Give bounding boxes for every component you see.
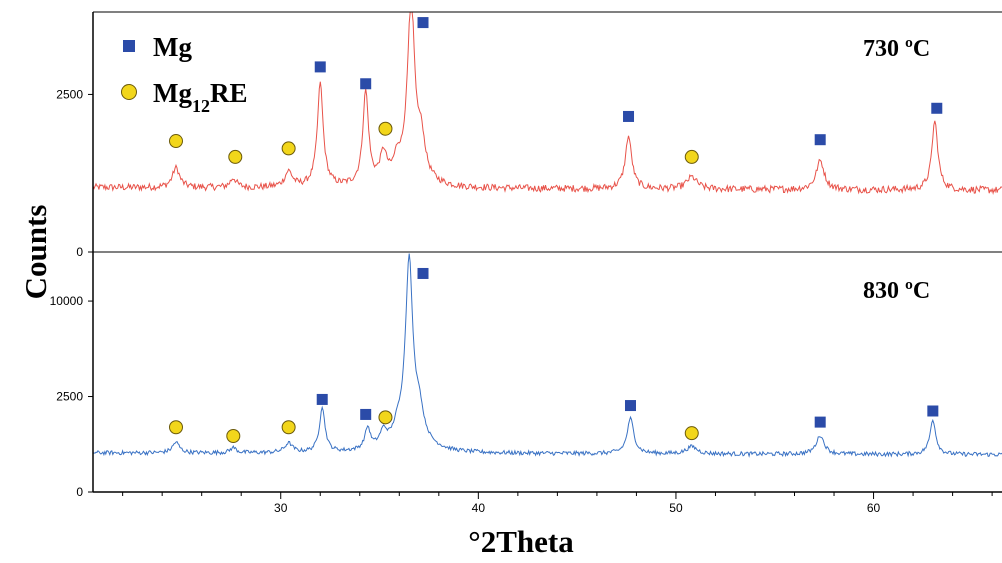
x-axis-title: °2Theta <box>468 524 574 559</box>
mg-marker <box>316 393 328 405</box>
mg-marker <box>360 408 372 420</box>
mg-marker <box>814 134 826 146</box>
x-tick-label: 60 <box>867 501 881 515</box>
mg12re-marker <box>684 149 699 164</box>
legend-label: Mg12RE <box>153 78 248 116</box>
x-tick-label: 40 <box>472 501 486 515</box>
mg-marker <box>931 102 943 114</box>
mg-marker <box>417 17 429 29</box>
y-tick-label: 10000 <box>50 294 84 308</box>
panel-label-830: 830 ºC <box>863 278 930 304</box>
mg12re-marker <box>168 134 183 149</box>
y-tick-label: 2500 <box>56 390 83 404</box>
mg-marker <box>417 267 429 279</box>
x-tick-label: 30 <box>274 501 288 515</box>
mg12re-marker <box>228 149 243 164</box>
y-tick-label: 0 <box>76 245 83 259</box>
legend: Mg Mg12RE <box>121 32 248 116</box>
legend-label: Mg <box>153 32 192 62</box>
mg-marker <box>814 416 826 428</box>
mg-marker <box>360 78 372 90</box>
x-tick-label: 50 <box>669 501 683 515</box>
legend-mg12re-swatch <box>121 84 137 100</box>
mg12re-marker <box>226 429 241 444</box>
mg-marker <box>624 400 636 412</box>
mg12re-marker <box>281 420 296 435</box>
legend-mg-swatch <box>123 40 135 52</box>
panel-730 <box>92 11 1002 195</box>
panel-830 <box>92 253 1002 458</box>
y-ticks: 0 2500 0 2500 10000 <box>50 87 93 499</box>
y-tick-label: 0 <box>76 485 83 499</box>
mg-marker <box>927 405 939 417</box>
mg-marker <box>314 61 326 73</box>
y-axis-title: Counts <box>18 205 53 300</box>
mg12re-marker <box>378 410 393 425</box>
y-tick-label: 2500 <box>56 87 83 101</box>
mg12re-marker <box>168 420 183 435</box>
x-ticks: 30 40 50 60 <box>122 492 993 515</box>
mg12re-marker <box>684 426 699 441</box>
series-line <box>92 253 1002 458</box>
mg-marker <box>623 110 635 122</box>
mg12re-marker <box>378 121 393 136</box>
series-line <box>92 11 1002 195</box>
mg12re-marker <box>281 141 296 156</box>
panel-label-730: 730 ºC <box>863 36 930 62</box>
